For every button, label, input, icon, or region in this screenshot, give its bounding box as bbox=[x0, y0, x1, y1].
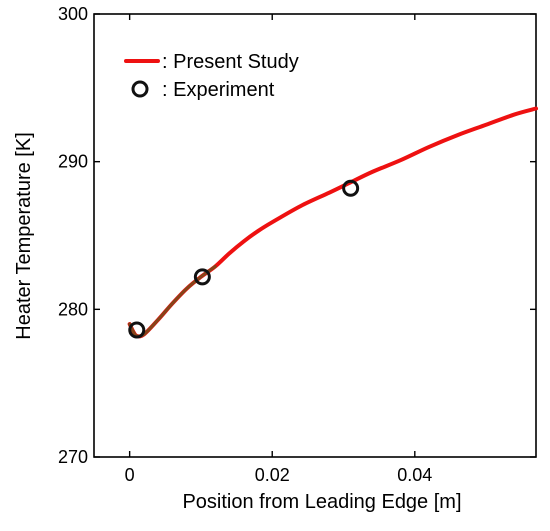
legend: : Present Study : Experiment bbox=[124, 51, 299, 101]
legend-circle-swatch bbox=[131, 80, 149, 98]
y-tick-label: 300 bbox=[58, 4, 88, 24]
y-axis-label: Heater Temperature [K] bbox=[13, 132, 35, 340]
y-tick-label: 270 bbox=[58, 447, 88, 467]
series-line-present-study bbox=[127, 106, 538, 339]
plot-frame bbox=[93, 13, 537, 458]
legend-label: : Experiment bbox=[162, 79, 275, 101]
experiment-point bbox=[342, 179, 360, 197]
x-tick-label: 0.04 bbox=[397, 465, 432, 485]
y-tick-label: 290 bbox=[58, 152, 88, 172]
y-tick-label: 280 bbox=[58, 299, 88, 319]
x-tick-label: 0.02 bbox=[255, 465, 290, 485]
x-tick-label: 0 bbox=[125, 465, 135, 485]
experiment-point bbox=[128, 321, 146, 339]
x-axis-label: Position from Leading Edge [m] bbox=[182, 491, 461, 513]
legend-label: : Present Study bbox=[162, 51, 299, 73]
experiment-point bbox=[193, 268, 211, 286]
